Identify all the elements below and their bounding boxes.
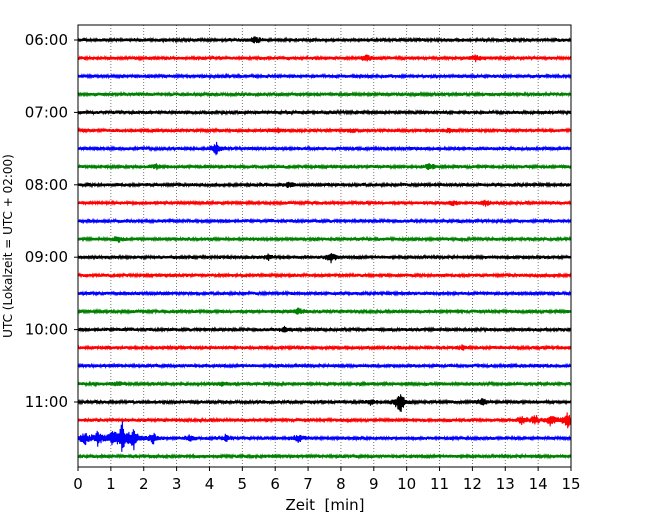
x-axis-label: Zeit [min] bbox=[285, 496, 364, 514]
trace-1045 bbox=[77, 380, 572, 388]
x-tick-label: 0 bbox=[73, 475, 83, 493]
trace-1145 bbox=[77, 452, 572, 460]
trace-1100 bbox=[77, 394, 572, 412]
x-tick-label: 9 bbox=[369, 475, 379, 493]
trace-1130 bbox=[77, 421, 572, 452]
x-tick-label: 14 bbox=[529, 475, 548, 493]
trace-0745 bbox=[77, 163, 572, 171]
y-tick-label: 07:00 bbox=[25, 103, 68, 121]
x-tick-label: 10 bbox=[397, 475, 416, 493]
seismogram-traces bbox=[77, 36, 572, 460]
trace-0845 bbox=[77, 235, 572, 243]
trace-0945 bbox=[77, 307, 572, 315]
trace-0730 bbox=[77, 141, 572, 156]
trace-0830 bbox=[77, 217, 572, 225]
trace-0930 bbox=[77, 289, 572, 297]
trace-0900 bbox=[77, 253, 572, 264]
x-tick-label: 13 bbox=[496, 475, 515, 493]
x-tick-label: 1 bbox=[106, 475, 116, 493]
trace-0630 bbox=[77, 72, 572, 80]
x-tick-label: 12 bbox=[463, 475, 482, 493]
x-tick-label: 3 bbox=[172, 475, 182, 493]
y-tick-label: 09:00 bbox=[25, 248, 68, 266]
trace-1030 bbox=[77, 362, 572, 370]
x-tick-label: 5 bbox=[238, 475, 248, 493]
trace-0615 bbox=[77, 54, 572, 63]
y-tick-label: 08:00 bbox=[25, 176, 68, 194]
trace-1000 bbox=[77, 325, 572, 334]
x-tick-label: 4 bbox=[205, 475, 215, 493]
trace-1115 bbox=[77, 412, 572, 429]
y-tick-label: 10:00 bbox=[25, 321, 68, 339]
trace-0645 bbox=[77, 90, 572, 98]
trace-0600 bbox=[77, 36, 572, 44]
trace-0815 bbox=[77, 199, 572, 207]
y-axis-label: UTC (Lokalzeit = UTC + 02:00) bbox=[1, 154, 15, 338]
x-tick-label: 8 bbox=[336, 475, 346, 493]
trace-0800 bbox=[77, 181, 572, 189]
x-tick-label: 6 bbox=[270, 475, 280, 493]
trace-0700 bbox=[77, 108, 572, 116]
x-tick-label: 2 bbox=[139, 475, 149, 493]
y-axis-ticks: 06:00 07:00 08:00 09:00 10:00 11:00 bbox=[25, 31, 78, 411]
y-tick-label: 06:00 bbox=[25, 31, 68, 49]
x-tick-label: 15 bbox=[561, 475, 580, 493]
x-tick-label: 11 bbox=[430, 475, 449, 493]
x-tick-label: 7 bbox=[303, 475, 313, 493]
y-tick-label: 11:00 bbox=[25, 393, 68, 411]
trace-0915 bbox=[77, 271, 572, 279]
x-axis-ticks: 0 1 2 3 4 5 6 7 8 9 10 11 12 13 14 15 bbox=[73, 467, 581, 493]
trace-0715 bbox=[77, 127, 572, 134]
trace-1015 bbox=[77, 344, 572, 352]
plot-frame bbox=[77, 24, 572, 468]
